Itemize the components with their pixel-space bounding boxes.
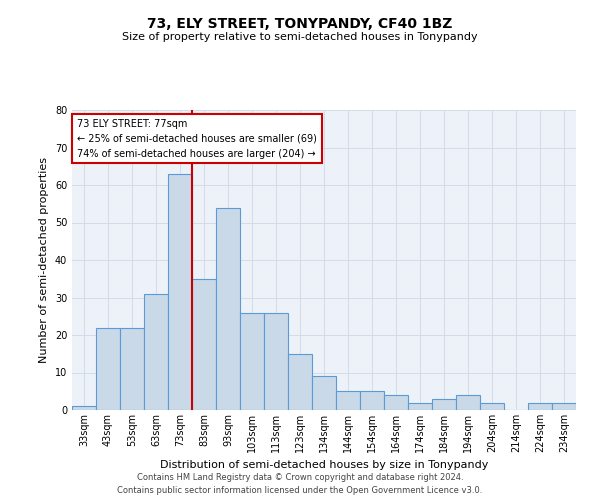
Bar: [288, 354, 312, 410]
Text: Contains HM Land Registry data © Crown copyright and database right 2024.
Contai: Contains HM Land Registry data © Crown c…: [118, 474, 482, 495]
Bar: [456, 395, 480, 410]
Bar: [408, 402, 432, 410]
Bar: [264, 312, 288, 410]
Text: 73, ELY STREET, TONYPANDY, CF40 1BZ: 73, ELY STREET, TONYPANDY, CF40 1BZ: [148, 18, 452, 32]
Bar: [528, 402, 552, 410]
X-axis label: Distribution of semi-detached houses by size in Tonypandy: Distribution of semi-detached houses by …: [160, 460, 488, 470]
Bar: [384, 395, 408, 410]
Bar: [216, 208, 240, 410]
Bar: [192, 279, 216, 410]
Bar: [552, 402, 576, 410]
Bar: [168, 174, 192, 410]
Bar: [144, 294, 168, 410]
Bar: [72, 406, 96, 410]
Bar: [312, 376, 336, 410]
Bar: [240, 312, 264, 410]
Text: 73 ELY STREET: 77sqm
← 25% of semi-detached houses are smaller (69)
74% of semi-: 73 ELY STREET: 77sqm ← 25% of semi-detac…: [77, 119, 317, 158]
Bar: [336, 391, 360, 410]
Bar: [96, 328, 120, 410]
Bar: [360, 391, 384, 410]
Bar: [480, 402, 504, 410]
Bar: [432, 399, 456, 410]
Y-axis label: Number of semi-detached properties: Number of semi-detached properties: [39, 157, 49, 363]
Bar: [120, 328, 144, 410]
Text: Size of property relative to semi-detached houses in Tonypandy: Size of property relative to semi-detach…: [122, 32, 478, 42]
